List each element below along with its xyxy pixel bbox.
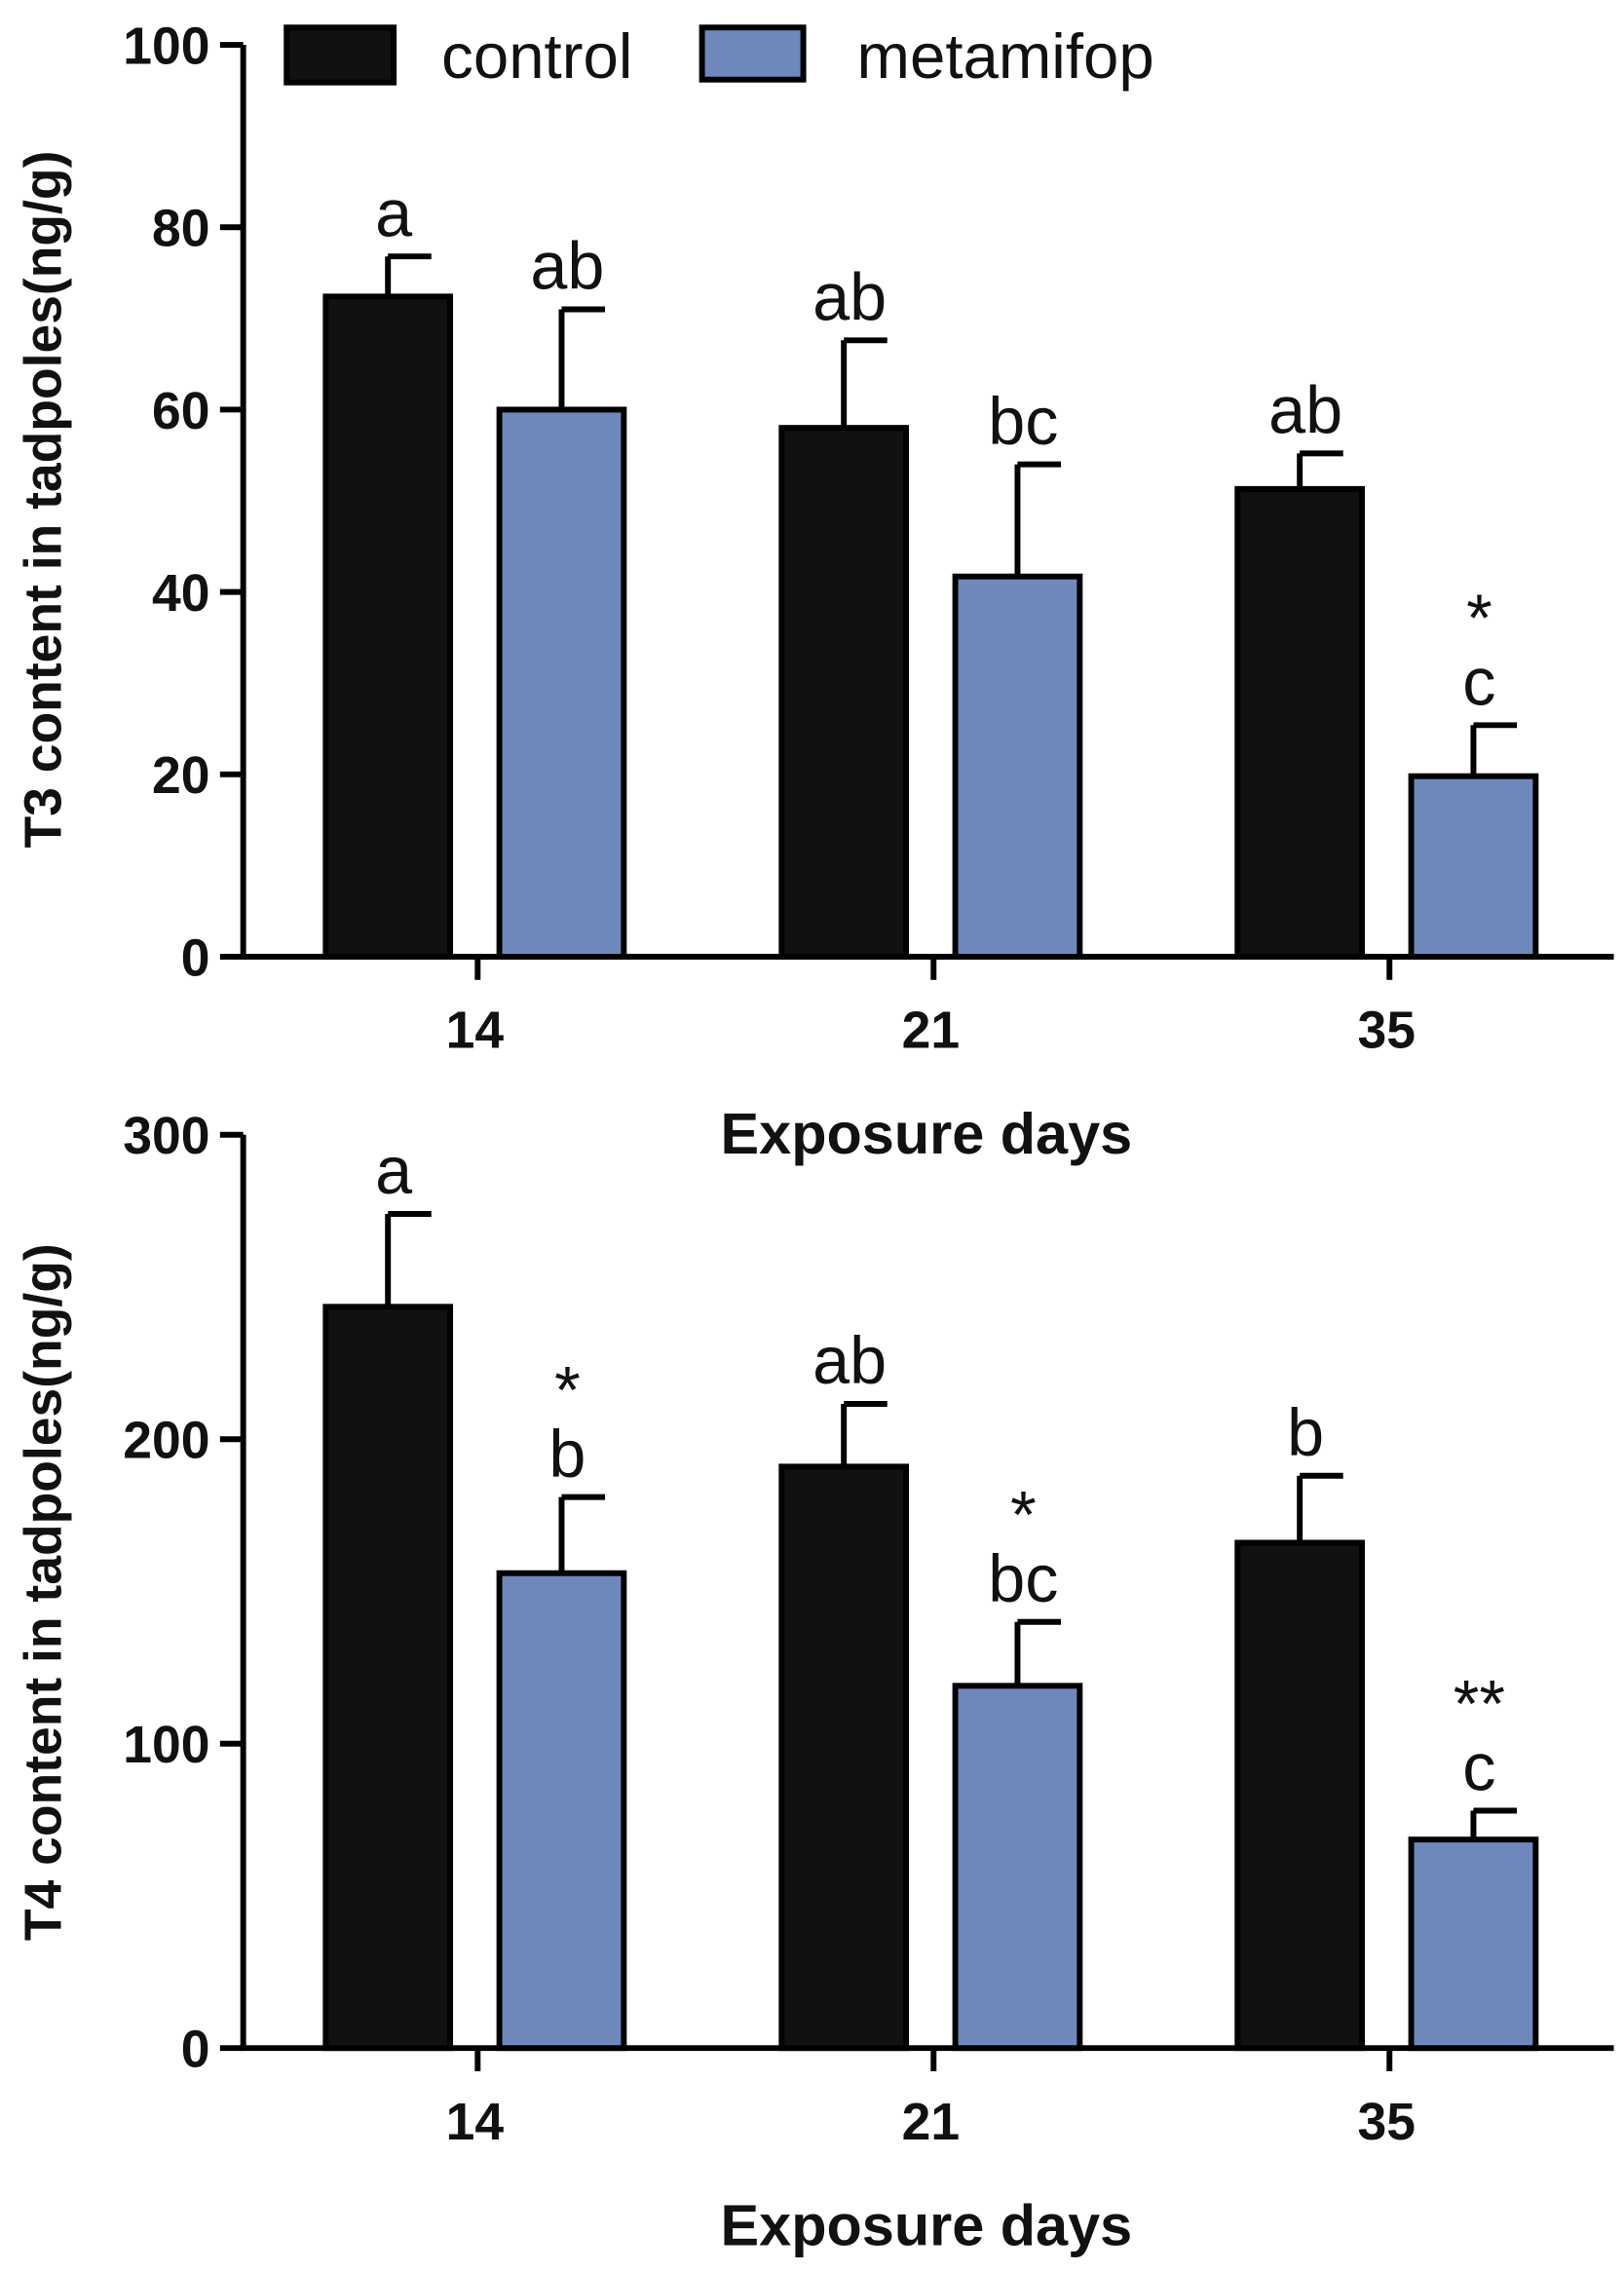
bar-metamifop-35 [1408,1836,1539,2052]
significance-star: * [554,1353,581,1427]
x-tick-label: 35 [1358,2094,1416,2151]
legend: control metamifop [283,20,1154,92]
y-tick-label: 40 [152,565,209,623]
significance-letter: bc [988,385,1058,459]
x-axis-label: Exposure days [721,1101,1133,1166]
bar-metamifop-21 [952,573,1083,960]
y-tick-label: 300 [123,1108,209,1165]
bar-metamifop-14 [496,406,627,960]
significance-letter: c [1462,645,1495,719]
legend-label-metamifop: metamifop [857,20,1154,92]
y-axis-label: T4 content in tadpoles(ng/g) [15,1243,72,1941]
significance-letter: c [1462,1731,1495,1805]
bar-control-21 [778,1463,910,2052]
bar-metamifop-21 [952,1683,1083,2052]
x-tick-label: 14 [446,1003,505,1060]
significance-letter: ab [1268,374,1342,448]
significance-letter: a [375,176,412,250]
y-tick-label: 20 [152,747,209,805]
y-tick-label: 100 [123,1717,209,1774]
x-tick-label: 21 [902,2094,960,2151]
significance-letter: bc [988,1542,1058,1616]
x-axis-label: Exposure days [721,2192,1133,2257]
bar-control-35 [1234,1539,1366,2052]
significance-star: * [1466,582,1492,656]
bar-metamifop-35 [1408,773,1539,960]
y-tick-label: 100 [123,18,209,75]
y-axis-label: T3 content in tadpoles(ng/g) [15,151,72,849]
significance-letter: a [375,1134,412,1208]
significance-letter: ab [530,230,604,304]
legend-swatch-control [283,24,397,86]
x-tick-label: 35 [1358,1003,1416,1060]
significance-letter: b [548,1418,585,1492]
panel-1: 0 20 40 60 80 100 14 21 35 Exposure days T3 conten… [15,18,1614,1166]
x-tick-label: 21 [902,1003,960,1060]
significance-letter: ab [812,261,887,335]
significance-star: ** [1454,1667,1505,1741]
bar-control-14 [322,293,454,960]
bar-control-14 [322,1304,454,2052]
y-tick-label: 80 [152,201,209,258]
y-tick-label: 200 [123,1413,209,1470]
y-tick-label: 60 [152,383,209,440]
y-tick-label: 0 [181,2022,210,2079]
legend-label-control: control [441,20,632,92]
panel-2: 0 100 200 300 14 21 35 Exposure days T4 content … [15,1108,1614,2257]
bar-control-35 [1234,485,1366,960]
y-tick-label: 0 [181,929,210,987]
bar-control-21 [778,425,910,960]
significance-letter: b [1287,1396,1324,1470]
bar-metamifop-14 [496,1570,627,2052]
legend-swatch-metamifop [699,24,807,83]
x-tick-label: 14 [446,2094,505,2151]
significance-star: * [1010,1479,1037,1553]
significance-letter: ab [812,1324,887,1398]
